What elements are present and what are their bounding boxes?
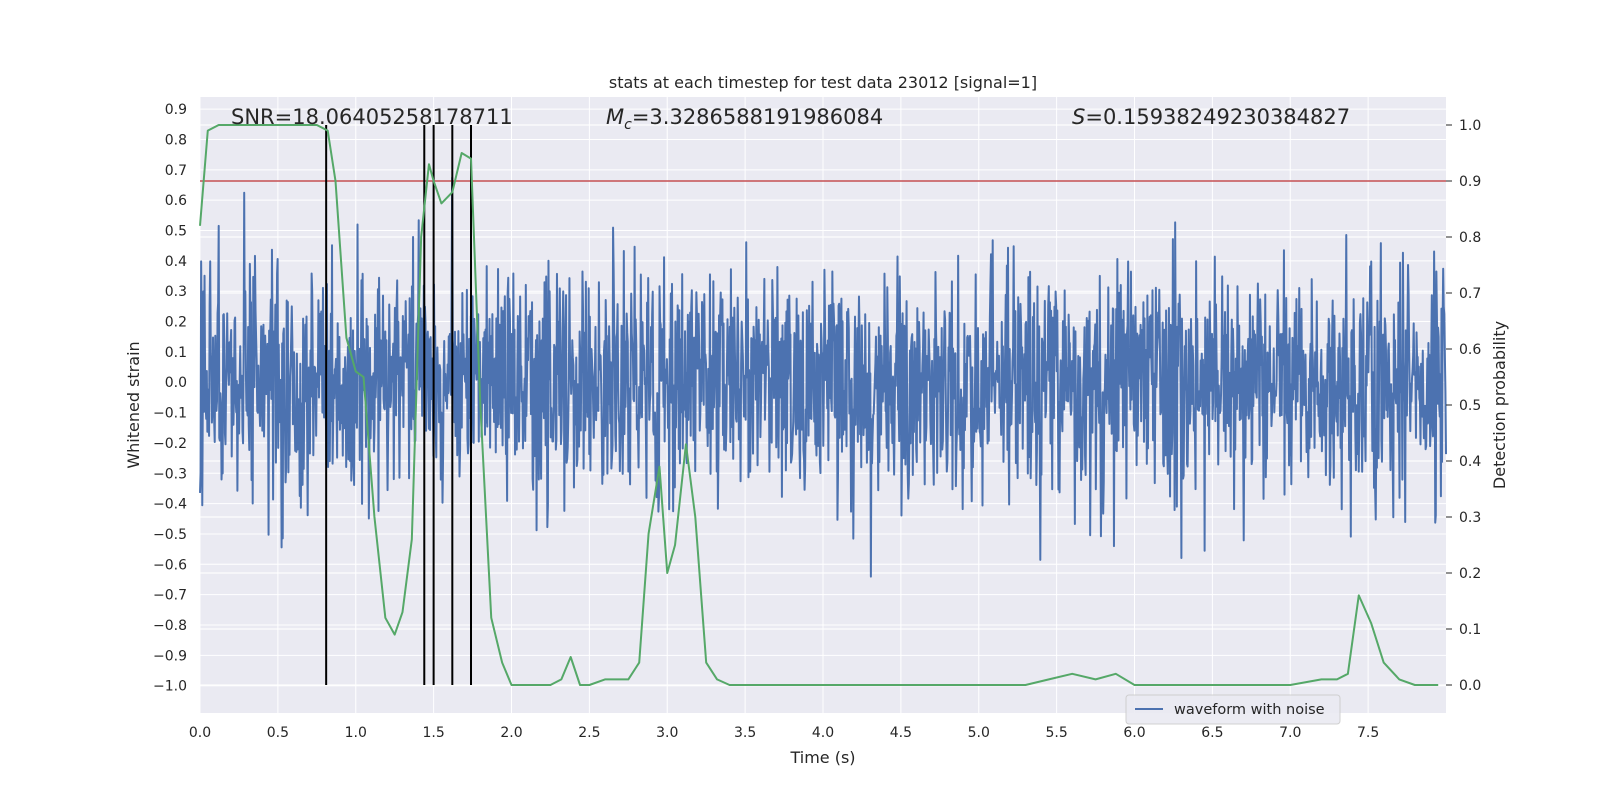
chirp-mass-annotation: Mc=3.3286588191986084: [606, 105, 883, 133]
y-left-tick-label: −0.2: [153, 436, 187, 452]
significance-value: =0.15938249230384827: [1085, 105, 1350, 129]
chirp-mass-subscript: c: [624, 117, 632, 133]
x-tick-label: 3.5: [734, 725, 756, 741]
x-tick-label: 4.5: [890, 725, 912, 741]
y-left-tick-label: −0.6: [153, 557, 187, 573]
y-left-axis-label: Whitened strain: [124, 341, 143, 468]
y-left-tick-label: 0.1: [165, 345, 187, 361]
y-right-tick-label: 0.4: [1459, 454, 1481, 470]
y-left-tick-label: −0.9: [153, 648, 187, 664]
y-left-tick-label: 0.7: [165, 163, 187, 179]
x-axis-label: Time (s): [789, 748, 855, 767]
y-right-tick-label: 0.1: [1459, 622, 1481, 638]
x-tick-label: 7.0: [1279, 725, 1301, 741]
y-right-tick-label: 0.2: [1459, 566, 1481, 582]
x-tick-label: 6.0: [1123, 725, 1145, 741]
chart-title: stats at each timestep for test data 230…: [609, 73, 1037, 92]
y-right-tick-label: 1.0: [1459, 118, 1481, 134]
y-left-tick-label: −0.8: [153, 618, 187, 634]
x-tick-label: 5.0: [968, 725, 990, 741]
legend: waveform with noise: [1125, 694, 1341, 725]
y-left-tick-label: 0.8: [165, 132, 187, 148]
x-tick-label: 1.0: [345, 725, 367, 741]
x-tick-label: 7.5: [1357, 725, 1379, 741]
y-left-axis-ticks: 0.9 0.8 0.7 0.6 0.5 0.4 0.3 0.2 0.1 0.0 −0.1 −0.2 −0…: [153, 102, 187, 695]
x-tick-label: 1.5: [422, 725, 444, 741]
y-left-tick-label: 0.5: [165, 224, 187, 240]
y-right-tick-label: 0.9: [1459, 174, 1481, 190]
y-right-tick-label: 0.6: [1459, 342, 1481, 358]
legend-box: [1125, 694, 1341, 725]
x-tick-label: 0.0: [189, 725, 211, 741]
y-right-tick-label: 0.7: [1459, 286, 1481, 302]
x-tick-label: 4.0: [812, 725, 834, 741]
y-left-tick-label: −0.5: [153, 527, 187, 543]
y-right-tick-label: 0.5: [1459, 398, 1481, 414]
y-left-tick-label: 0.4: [165, 254, 187, 270]
y-left-tick-label: 0.3: [165, 284, 187, 300]
y-left-tick-label: −0.3: [153, 466, 187, 482]
y-left-tick-label: 0.9: [165, 102, 187, 118]
y-right-tick-label: 0.8: [1459, 230, 1481, 246]
y-left-tick-label: 0.6: [165, 193, 187, 209]
waveform-series: [199, 176, 1447, 578]
y-left-tick-label: −1.0: [153, 679, 187, 695]
significance-annotation: S=0.15938249230384827: [1072, 105, 1350, 129]
trigger-markers: [325, 125, 473, 685]
y-right-axis-label: Detection probability: [1490, 321, 1509, 489]
x-axis-ticks: 0.0 0.5 1.0 1.5 2.0 2.5 3.0 3.5 4.0 4.5 5.0 5.5 6.0 6…: [189, 725, 1379, 741]
chirp-mass-value: =3.3286588191986084: [632, 105, 883, 129]
chirp-mass-symbol: M: [606, 105, 624, 129]
x-tick-label: 2.5: [578, 725, 600, 741]
y-left-tick-label: 0.0: [165, 375, 187, 391]
y-left-tick-label: −0.1: [153, 406, 187, 422]
x-tick-label: 6.5: [1201, 725, 1223, 741]
probability-line: [199, 124, 1439, 686]
snr-annotation: SNR=18.06405258178711: [231, 105, 513, 129]
x-tick-label: 2.0: [500, 725, 522, 741]
waveform-line: [199, 176, 1447, 578]
x-tick-label: 3.0: [656, 725, 678, 741]
x-tick-label: 0.5: [267, 725, 289, 741]
x-tick-label: 5.5: [1045, 725, 1067, 741]
y-right-tick-label: 0.3: [1459, 510, 1481, 526]
y-left-tick-label: 0.2: [165, 315, 187, 331]
y-left-tick-label: −0.4: [153, 497, 187, 513]
y-left-tick-label: −0.7: [153, 588, 187, 604]
y-right-axis-ticks: 1.0 0.9 0.8 0.7 0.6 0.5 0.4 0.3 0.2 0.1 0.0: [1446, 118, 1481, 694]
legend-label: waveform with noise: [1174, 702, 1325, 718]
y-right-tick-label: 0.0: [1459, 678, 1481, 694]
significance-symbol: S: [1072, 105, 1085, 129]
probability-series: [199, 124, 1439, 686]
